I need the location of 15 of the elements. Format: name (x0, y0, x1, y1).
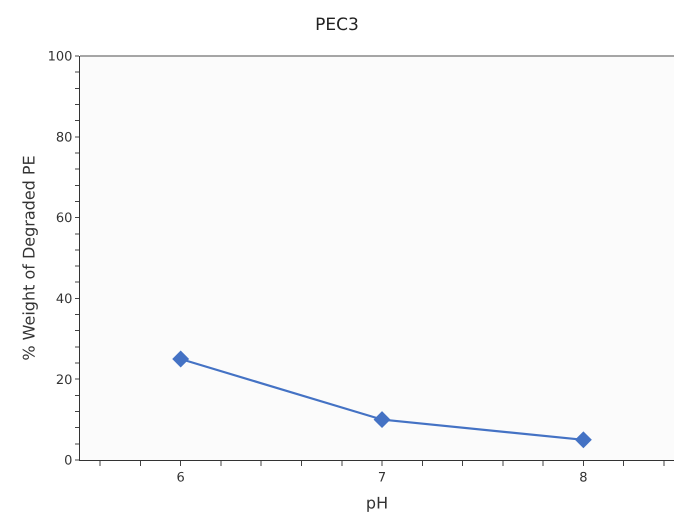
x-tick-label: 8 (579, 470, 588, 486)
y-tick-label: 40 (56, 292, 72, 307)
point (172, 350, 190, 368)
y-tick-label: 60 (56, 211, 72, 226)
point (574, 431, 592, 448)
x-axis-title: pH (366, 493, 388, 512)
x-tick-label: 7 (378, 470, 386, 486)
chart-title: PEC3 (315, 15, 359, 36)
y-axis-title: % Weight of Degraded PE (19, 155, 38, 361)
y-tick-label: 80 (56, 130, 72, 146)
y-tick-label: 100 (48, 50, 72, 65)
y-tick-label: 20 (56, 372, 72, 388)
x-tick-label: 6 (176, 470, 185, 486)
y-tick-label: 0 (64, 454, 72, 469)
point (374, 411, 390, 428)
